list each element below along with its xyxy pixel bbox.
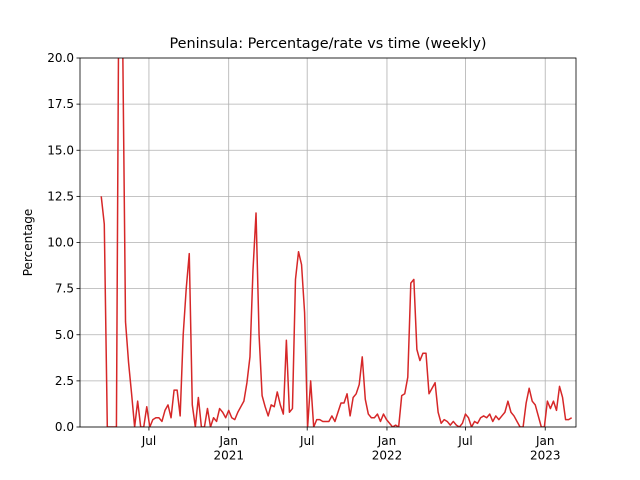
y-axis-label: Percentage	[21, 209, 35, 277]
data-line	[100, 58, 573, 427]
y-tick-label: 17.5	[47, 97, 74, 111]
y-tick-label: 2.5	[55, 374, 74, 388]
chart-title: Peninsula: Percentage/rate vs time (week…	[170, 36, 487, 52]
x-tick-label: Jan 2021	[213, 434, 244, 462]
plot-area	[100, 58, 573, 427]
grid	[80, 57, 576, 428]
x-tick-label: Jul	[141, 434, 156, 448]
y-tick-label: 10.0	[47, 236, 74, 250]
y-tick-label: 15.0	[47, 143, 74, 157]
y-tick-label: 7.5	[55, 282, 74, 296]
y-tick-label: 5.0	[55, 328, 74, 342]
x-tick-label: Jan 2023	[530, 434, 561, 462]
ticks: 0.0 2.5 5.0 7.5 10.0 12.5 15.0 17.5 20.0 Jul Jan 20…	[47, 51, 560, 462]
y-tick-label: 0.0	[55, 420, 74, 434]
x-tick-label: Jan 2022	[372, 434, 403, 462]
x-tick-label: Jul	[457, 434, 472, 448]
y-tick-label: 12.5	[47, 189, 74, 203]
x-tick-label: Jul	[299, 434, 314, 448]
y-tick-label: 20.0	[47, 51, 74, 65]
